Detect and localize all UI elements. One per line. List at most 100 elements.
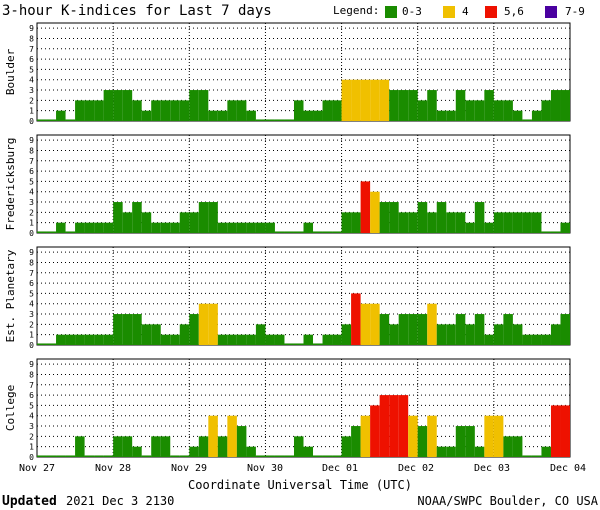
k-index-bar xyxy=(141,110,152,121)
k-index-bar xyxy=(65,455,76,457)
k-index-bar xyxy=(446,324,456,345)
x-tick-label: Nov 29 xyxy=(171,463,207,474)
k-index-bar xyxy=(246,334,256,345)
x-tick-label: Dec 04 xyxy=(550,463,586,474)
k-index-bar xyxy=(427,90,437,121)
k-index-bar xyxy=(474,446,485,457)
y-tick-label: 2 xyxy=(29,320,34,329)
k-index-bar xyxy=(332,334,342,345)
k-index-bar xyxy=(84,222,95,233)
k-index-bar xyxy=(46,455,57,457)
k-index-bar xyxy=(493,415,504,457)
k-index-bar xyxy=(474,202,485,233)
k-index-bar xyxy=(265,222,275,233)
k-index-bar xyxy=(341,79,352,121)
k-index-bar xyxy=(84,100,95,121)
x-tick-label: Nov 30 xyxy=(247,463,283,474)
k-index-bar xyxy=(227,100,237,121)
k-index-bar xyxy=(550,231,561,233)
k-index-bar xyxy=(208,415,218,457)
k-index-bar xyxy=(75,222,85,233)
k-index-bar xyxy=(141,212,152,233)
k-index-bar xyxy=(455,426,466,457)
k-index-bar xyxy=(379,314,390,345)
k-index-bar xyxy=(484,222,494,233)
k-index-bar xyxy=(170,100,180,121)
panel-label: Boulder xyxy=(4,48,17,95)
k-index-bar xyxy=(151,222,161,233)
k-index-bar xyxy=(455,314,466,345)
k-index-bar xyxy=(512,212,523,233)
k-index-bar xyxy=(37,119,47,121)
k-index-bar xyxy=(113,314,123,345)
k-index-bar xyxy=(198,436,209,457)
k-index-bar xyxy=(465,324,475,345)
k-index-bar xyxy=(265,119,275,121)
k-index-bar xyxy=(293,343,304,345)
y-tick-label: 8 xyxy=(29,370,34,379)
k-index-bar xyxy=(56,455,66,457)
k-index-bar xyxy=(417,426,428,457)
legend-label-storm: 5,6 xyxy=(504,5,524,18)
k-index-bar xyxy=(503,436,513,457)
k-index-bar xyxy=(227,222,237,233)
k-index-bar xyxy=(132,100,142,121)
k-index-bar xyxy=(389,324,399,345)
k-index-bar xyxy=(170,334,180,345)
k-index-bar xyxy=(465,222,475,233)
legend-swatch-severe xyxy=(545,6,557,18)
k-index-bar xyxy=(94,222,104,233)
k-index-bar xyxy=(179,100,190,121)
y-tick-label: 8 xyxy=(29,146,34,155)
k-index-bar xyxy=(189,446,199,457)
k-index-bar xyxy=(113,202,123,233)
k-index-bar xyxy=(246,110,256,121)
k-index-bar xyxy=(84,334,95,345)
y-tick-label: 0 xyxy=(29,341,34,350)
k-index-bar xyxy=(360,79,371,121)
y-tick-label: 4 xyxy=(29,76,34,85)
k-index-bar xyxy=(255,455,266,457)
panel-label: Fredericksburg xyxy=(4,138,17,231)
k-index-bar xyxy=(151,324,161,345)
updated-label: Updated xyxy=(2,494,57,509)
x-tick-label: Nov 28 xyxy=(95,463,131,474)
k-index-bar xyxy=(322,455,333,457)
y-tick-label: 5 xyxy=(29,65,34,74)
k-index-bar xyxy=(522,334,532,345)
k-index-bar xyxy=(122,436,133,457)
k-index-bar xyxy=(170,455,180,457)
k-index-bar xyxy=(531,455,542,457)
chart-title: 3-hour K-indices for Last 7 days xyxy=(2,3,272,19)
k-index-bar xyxy=(113,90,123,121)
k-index-bar xyxy=(189,90,199,121)
k-index-bar xyxy=(560,222,570,233)
panel-label: College xyxy=(4,385,17,431)
kp-panel: 01 234 567 89 College xyxy=(4,358,571,462)
k-index-bar xyxy=(398,90,409,121)
k-index-bar xyxy=(455,90,466,121)
k-index-bar xyxy=(46,119,57,121)
k-index-bar xyxy=(65,231,76,233)
k-index-bar xyxy=(417,202,428,233)
k-index-bar xyxy=(227,334,237,345)
k-index-bar xyxy=(560,90,570,121)
k-index-bar xyxy=(284,119,294,121)
k-index-bar xyxy=(503,212,513,233)
k-index-bar xyxy=(303,334,314,345)
x-axis-day-labels: Nov 27 Nov 28 Nov 29 Nov 30 Dec 01 Dec 0… xyxy=(19,463,586,474)
k-index-bar xyxy=(370,191,380,233)
k-index-bar xyxy=(436,446,447,457)
k-index-bar xyxy=(56,334,66,345)
k-index-bar xyxy=(417,314,428,345)
k-index-bar xyxy=(274,119,285,121)
k-index-bar xyxy=(512,324,523,345)
k-index-bar xyxy=(531,212,542,233)
k-index-bar xyxy=(417,100,428,121)
k-index-bar xyxy=(389,90,399,121)
k-index-bar xyxy=(484,90,494,121)
y-tick-label: 5 xyxy=(29,177,34,186)
k-index-bar xyxy=(132,202,142,233)
k-index-bar xyxy=(179,324,190,345)
k-index-bar xyxy=(550,324,561,345)
